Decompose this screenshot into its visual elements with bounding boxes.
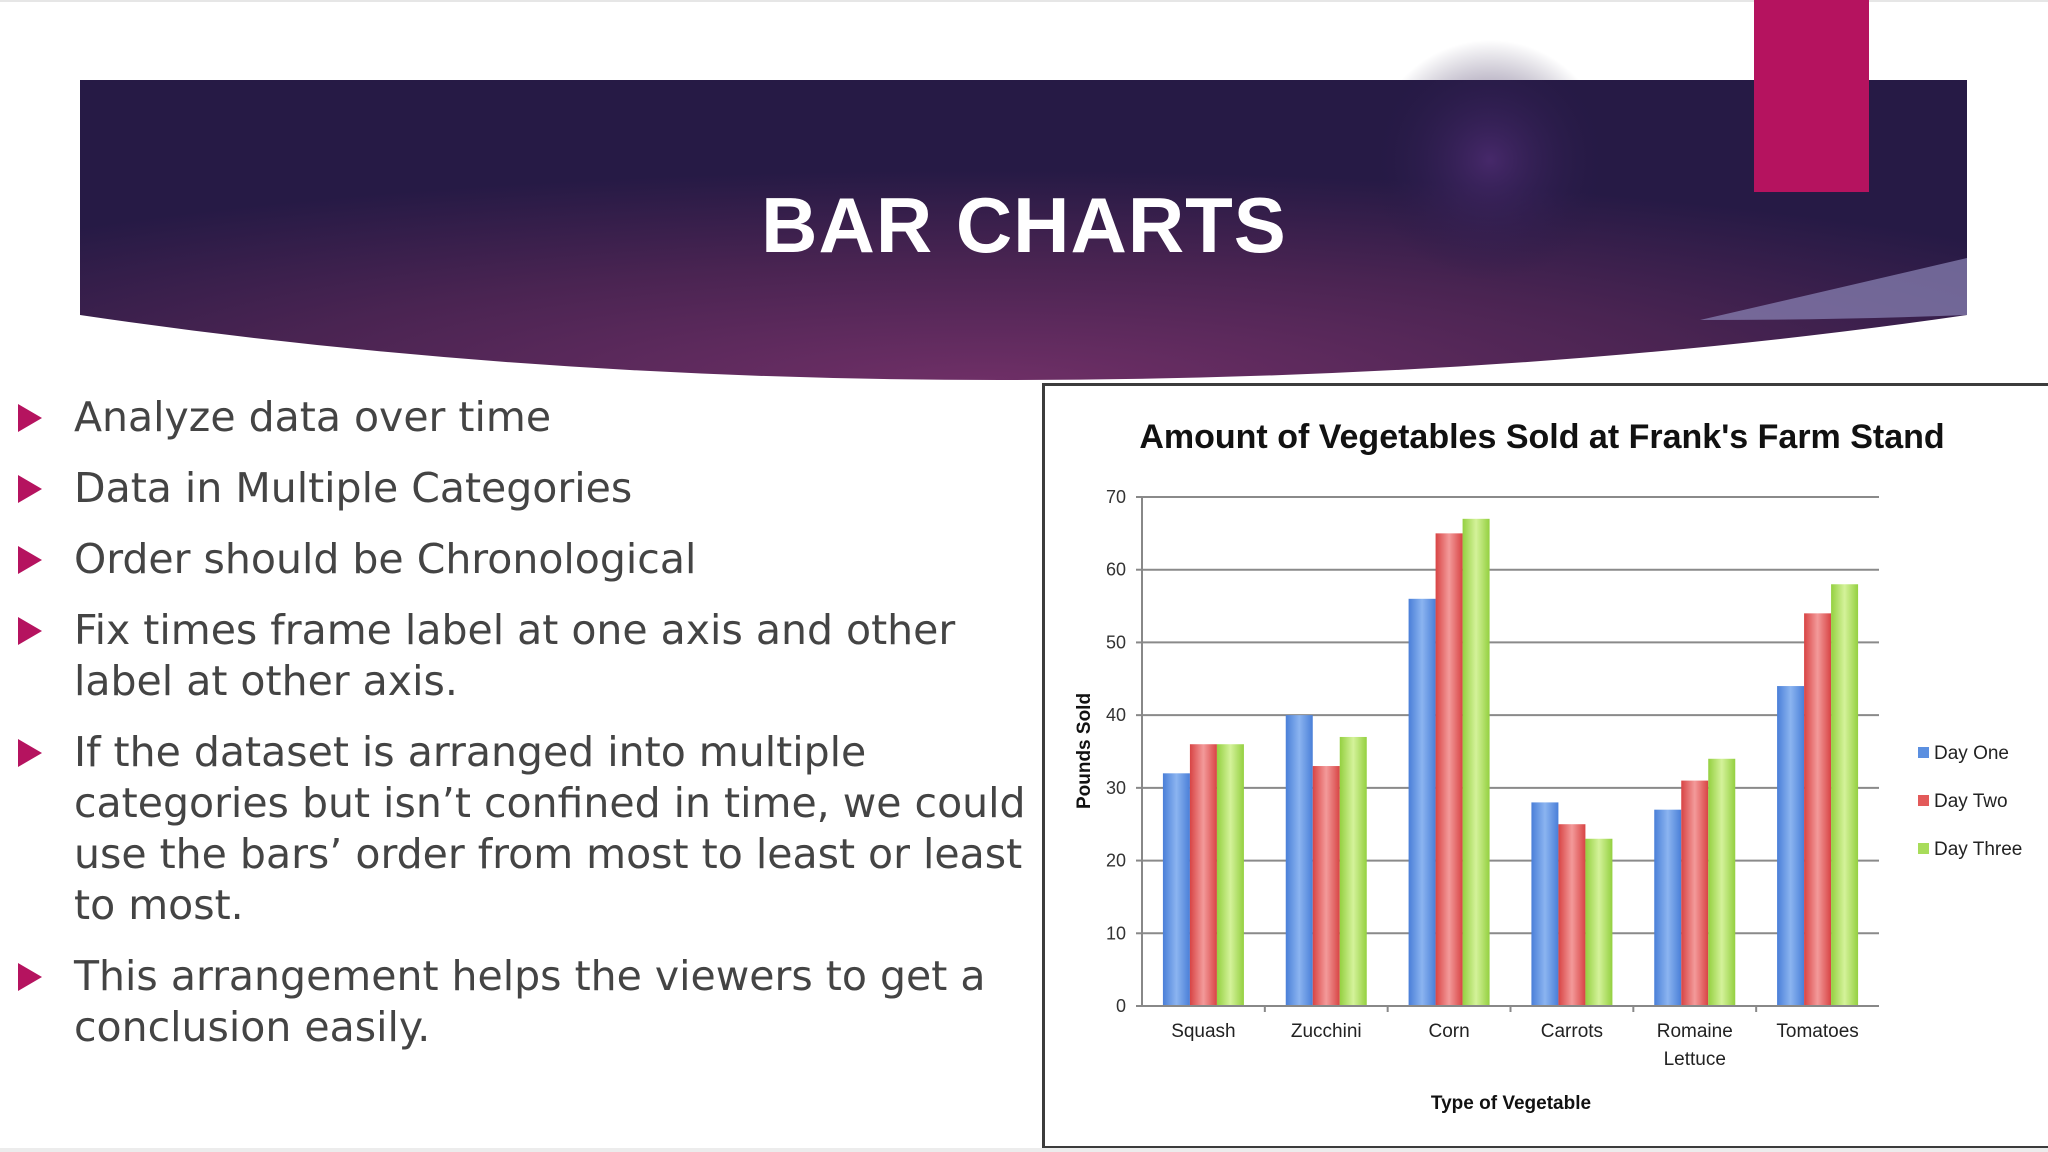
- bar-day-three: [1216, 744, 1244, 1006]
- legend: Day One Day Two Day Three: [1918, 743, 2022, 860]
- bullet-list: Analyze data over time Data in Multiple …: [18, 392, 1038, 1073]
- bar-day-one: [1285, 715, 1313, 1006]
- bar-day-one: [1162, 773, 1190, 1006]
- banner-wave: [1700, 258, 1967, 320]
- bullet-text: Analyze data over time: [74, 393, 552, 441]
- bullet-item: This arrangement helps the viewers to ge…: [18, 951, 1038, 1053]
- triangle-bullet-icon: [18, 617, 42, 645]
- bar-day-two: [1804, 613, 1832, 1006]
- bar-day-one: [1531, 802, 1559, 1006]
- bar-day-three: [1462, 518, 1490, 1006]
- bar-day-one: [1408, 598, 1436, 1006]
- x-category-label: Corn: [1428, 1021, 1469, 1042]
- y-tick-label: 60: [1106, 560, 1126, 580]
- triangle-bullet-icon: [18, 475, 42, 503]
- y-tick-label: 30: [1106, 778, 1126, 798]
- y-tick-label: 0: [1116, 996, 1126, 1016]
- bullet-text: Data in Multiple Categories: [74, 464, 633, 512]
- legend-swatch: [1918, 747, 1929, 758]
- bar-day-two: [1435, 533, 1463, 1006]
- title-banner: [80, 40, 1967, 380]
- y-tick-label: 70: [1106, 487, 1126, 507]
- x-axis-categories: Squash Zucchini Corn Carrots Romaine Lettuce T…: [1171, 1006, 1859, 1070]
- bars: [1162, 518, 1859, 1006]
- triangle-bullet-icon: [18, 404, 42, 432]
- slide-bottom-border: [0, 1148, 2048, 1152]
- slide-top-border: [0, 0, 2048, 2]
- triangle-bullet-icon: [18, 963, 42, 991]
- bullet-text: Fix times frame label at one axis and ot…: [74, 606, 956, 705]
- legend-label: Day Three: [1934, 839, 2022, 860]
- bar-day-two: [1681, 780, 1709, 1006]
- bullet-item: Fix times frame label at one axis and ot…: [18, 605, 1038, 707]
- bar-day-one: [1777, 686, 1805, 1006]
- bar-day-two: [1312, 766, 1340, 1006]
- legend-swatch: [1918, 795, 1929, 806]
- x-axis-label: Type of Vegetable: [1431, 1093, 1591, 1114]
- legend-label: Day One: [1934, 743, 2009, 764]
- bar-day-three: [1339, 736, 1367, 1006]
- bullet-text: If the dataset is arranged into multiple…: [74, 728, 1026, 929]
- legend-label: Day Two: [1934, 791, 2008, 812]
- triangle-bullet-icon: [18, 739, 42, 767]
- bullet-item: Data in Multiple Categories: [18, 463, 1038, 514]
- accent-bookmark: [1754, 0, 1869, 192]
- x-category-label: Romaine Lettuce: [1657, 1021, 1733, 1070]
- bullet-text: This arrangement helps the viewers to ge…: [74, 952, 986, 1051]
- y-axis-ticks: 0 10 20 30 40 50 60 70: [1106, 487, 1142, 1016]
- banner-glow: [1370, 40, 1610, 280]
- x-category-label: Squash: [1171, 1021, 1235, 1042]
- bar-day-two: [1558, 824, 1586, 1006]
- bar-day-one: [1654, 809, 1682, 1006]
- bar-chart: Amount of Vegetables Sold at Frank's Far…: [1074, 418, 2022, 1114]
- x-category-label: Carrots: [1541, 1021, 1603, 1042]
- bar-day-two: [1189, 744, 1217, 1006]
- y-tick-label: 40: [1106, 705, 1126, 725]
- bullet-text: Order should be Chronological: [74, 535, 697, 583]
- y-tick-label: 20: [1106, 851, 1126, 871]
- triangle-bullet-icon: [18, 546, 42, 574]
- bar-day-three: [1831, 584, 1859, 1006]
- chart-title: Amount of Vegetables Sold at Frank's Far…: [1139, 418, 1944, 456]
- bullet-item: Order should be Chronological: [18, 534, 1038, 585]
- legend-swatch: [1918, 843, 1929, 854]
- y-tick-label: 50: [1106, 632, 1126, 652]
- slide-title: BAR CHARTS: [761, 181, 1287, 269]
- chart-gridlines: [1142, 496, 1879, 935]
- x-category-label: Tomatoes: [1776, 1021, 1858, 1042]
- y-axis-label: Pounds Sold: [1074, 693, 1095, 809]
- bullet-item: Analyze data over time: [18, 392, 1038, 443]
- y-tick-label: 10: [1106, 923, 1126, 943]
- bar-day-three: [1708, 758, 1736, 1006]
- x-category-label: Zucchini: [1291, 1021, 1362, 1042]
- bar-day-three: [1585, 838, 1613, 1006]
- bullet-item: If the dataset is arranged into multiple…: [18, 727, 1038, 931]
